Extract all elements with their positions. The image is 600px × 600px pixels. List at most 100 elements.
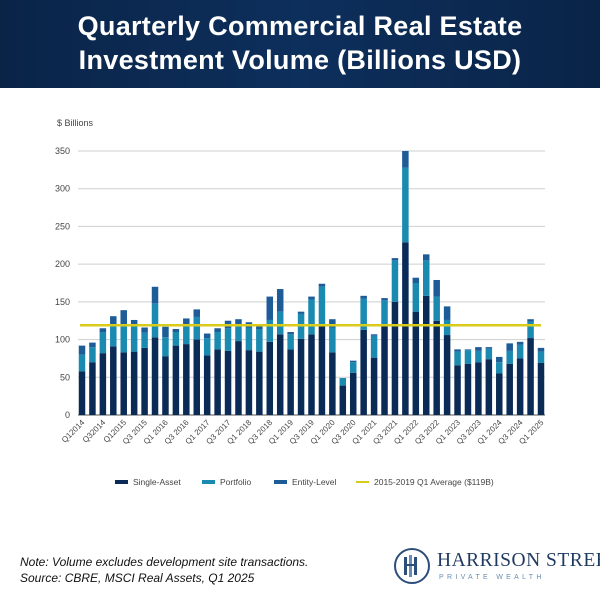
bar-entity-level: [433, 279, 440, 297]
bar-single-asset: [423, 295, 430, 415]
bar-portfolio: [506, 350, 513, 364]
bar-single-asset: [506, 363, 513, 415]
bar-portfolio: [120, 325, 127, 353]
title-banner: Quarterly Commercial Real Estate Investm…: [0, 0, 600, 88]
bar-portfolio: [287, 334, 294, 350]
bar-portfolio: [527, 321, 534, 339]
bar-portfolio: [245, 327, 253, 351]
logo-subtitle: PRIVATE WEALTH: [439, 574, 545, 581]
bar-single-asset: [381, 325, 388, 415]
bar-single-asset: [454, 365, 461, 415]
bar-entity-level: [256, 325, 263, 330]
bar-single-asset: [391, 301, 399, 415]
bar-portfolio: [266, 319, 274, 342]
bar-single-asset: [256, 351, 263, 415]
bar-entity-level: [318, 283, 326, 287]
legend-swatch: [115, 480, 128, 484]
bar-entity-level: [120, 310, 127, 326]
bar-portfolio: [78, 354, 86, 372]
bar-entity-level: [297, 311, 305, 314]
bar-portfolio: [329, 327, 336, 353]
y-tick-label: 0: [65, 410, 70, 420]
bar-single-asset: [443, 335, 451, 415]
bar-single-asset: [329, 352, 336, 415]
bar-entity-level: [370, 334, 378, 336]
bar-single-asset: [360, 329, 367, 415]
y-tick-label: 150: [55, 297, 70, 307]
bar-single-asset: [183, 344, 190, 415]
bar-entity-level: [78, 345, 86, 355]
bar-portfolio: [475, 350, 482, 363]
bar-single-asset: [349, 372, 357, 415]
bar-portfolio: [99, 332, 107, 354]
bar-entity-level: [506, 343, 513, 351]
bar-entity-level: [203, 333, 211, 339]
bar-entity-level: [287, 332, 294, 335]
y-tick-label: 50: [60, 372, 70, 382]
bar-portfolio: [308, 299, 315, 335]
bar-single-asset: [370, 357, 378, 415]
bar-entity-level: [276, 289, 284, 312]
bar-single-asset: [203, 355, 211, 415]
legend-label: Single-Asset: [133, 477, 181, 487]
bar-portfolio: [381, 300, 388, 326]
bar-portfolio: [224, 328, 232, 351]
bar-single-asset: [485, 359, 493, 415]
bar-single-asset: [172, 345, 180, 415]
bar-portfolio: [464, 350, 472, 364]
bar-entity-level: [527, 319, 534, 322]
bar-single-asset: [537, 362, 545, 415]
logo-emblem-icon: [394, 548, 430, 584]
bar-portfolio: [433, 296, 440, 321]
footnote: Note: Volume excludes development site t…: [20, 554, 308, 586]
bar-entity-level: [99, 328, 107, 333]
y-axis-label: $ Billions: [57, 118, 94, 128]
y-tick-label: 300: [55, 184, 70, 194]
bar-single-asset: [496, 373, 503, 415]
bar-portfolio: [141, 332, 148, 348]
note-text: Note: Volume excludes development site t…: [20, 555, 309, 569]
legend-swatch: [202, 480, 215, 484]
source-text: Source: CBRE, MSCI Real Assets, Q1 2025: [20, 571, 255, 585]
bar-single-asset: [78, 371, 86, 415]
bar-portfolio: [172, 332, 180, 346]
bar-portfolio: [162, 337, 169, 357]
bar-single-asset: [162, 356, 169, 415]
bar-portfolio: [391, 260, 399, 302]
bar-single-asset: [130, 351, 138, 415]
y-tick-label: 200: [55, 259, 70, 269]
bar-portfolio: [349, 362, 357, 373]
bar-entity-level: [266, 296, 274, 320]
bar-single-asset: [110, 346, 117, 415]
bar-portfolio: [537, 351, 545, 363]
bar-single-asset: [308, 334, 315, 415]
bar-portfolio: [276, 311, 284, 335]
bar-entity-level: [443, 306, 451, 320]
bar-portfolio: [214, 332, 221, 350]
bar-entity-level: [464, 349, 472, 351]
bar-portfolio: [110, 325, 117, 347]
y-tick-label: 100: [55, 335, 70, 345]
harrison-street-logo: HARRISON STREET PRIVATE WEALTH: [392, 546, 600, 586]
bar-entity-level: [235, 319, 242, 325]
bar-entity-level: [402, 151, 409, 168]
chart: $ Billions050100150200250300350Q12014Q32…: [55, 118, 546, 487]
bar-entity-level: [172, 329, 180, 333]
bar-single-asset: [89, 362, 96, 415]
bar-entity-level: [516, 341, 524, 345]
legend-label: Portfolio: [220, 477, 251, 487]
bar-single-asset: [475, 362, 482, 415]
bar-single-asset: [402, 242, 409, 415]
chart-title-line-2: Investment Volume (Billions USD): [78, 45, 522, 75]
bar-single-asset: [287, 349, 294, 415]
bar-portfolio: [339, 378, 347, 386]
bar-entity-level: [130, 319, 138, 326]
bar-single-asset: [266, 341, 274, 415]
bar-entity-level: [349, 360, 357, 363]
chart-title-line-1: Quarterly Commercial Real Estate: [77, 11, 523, 41]
bar-single-asset: [141, 347, 148, 415]
logo-name: HARRISON STREET: [437, 550, 600, 571]
legend-label: 2015-2019 Q1 Average ($119B): [374, 477, 494, 487]
bar-single-asset: [214, 349, 221, 415]
legend-label: Entity-Level: [292, 477, 337, 487]
